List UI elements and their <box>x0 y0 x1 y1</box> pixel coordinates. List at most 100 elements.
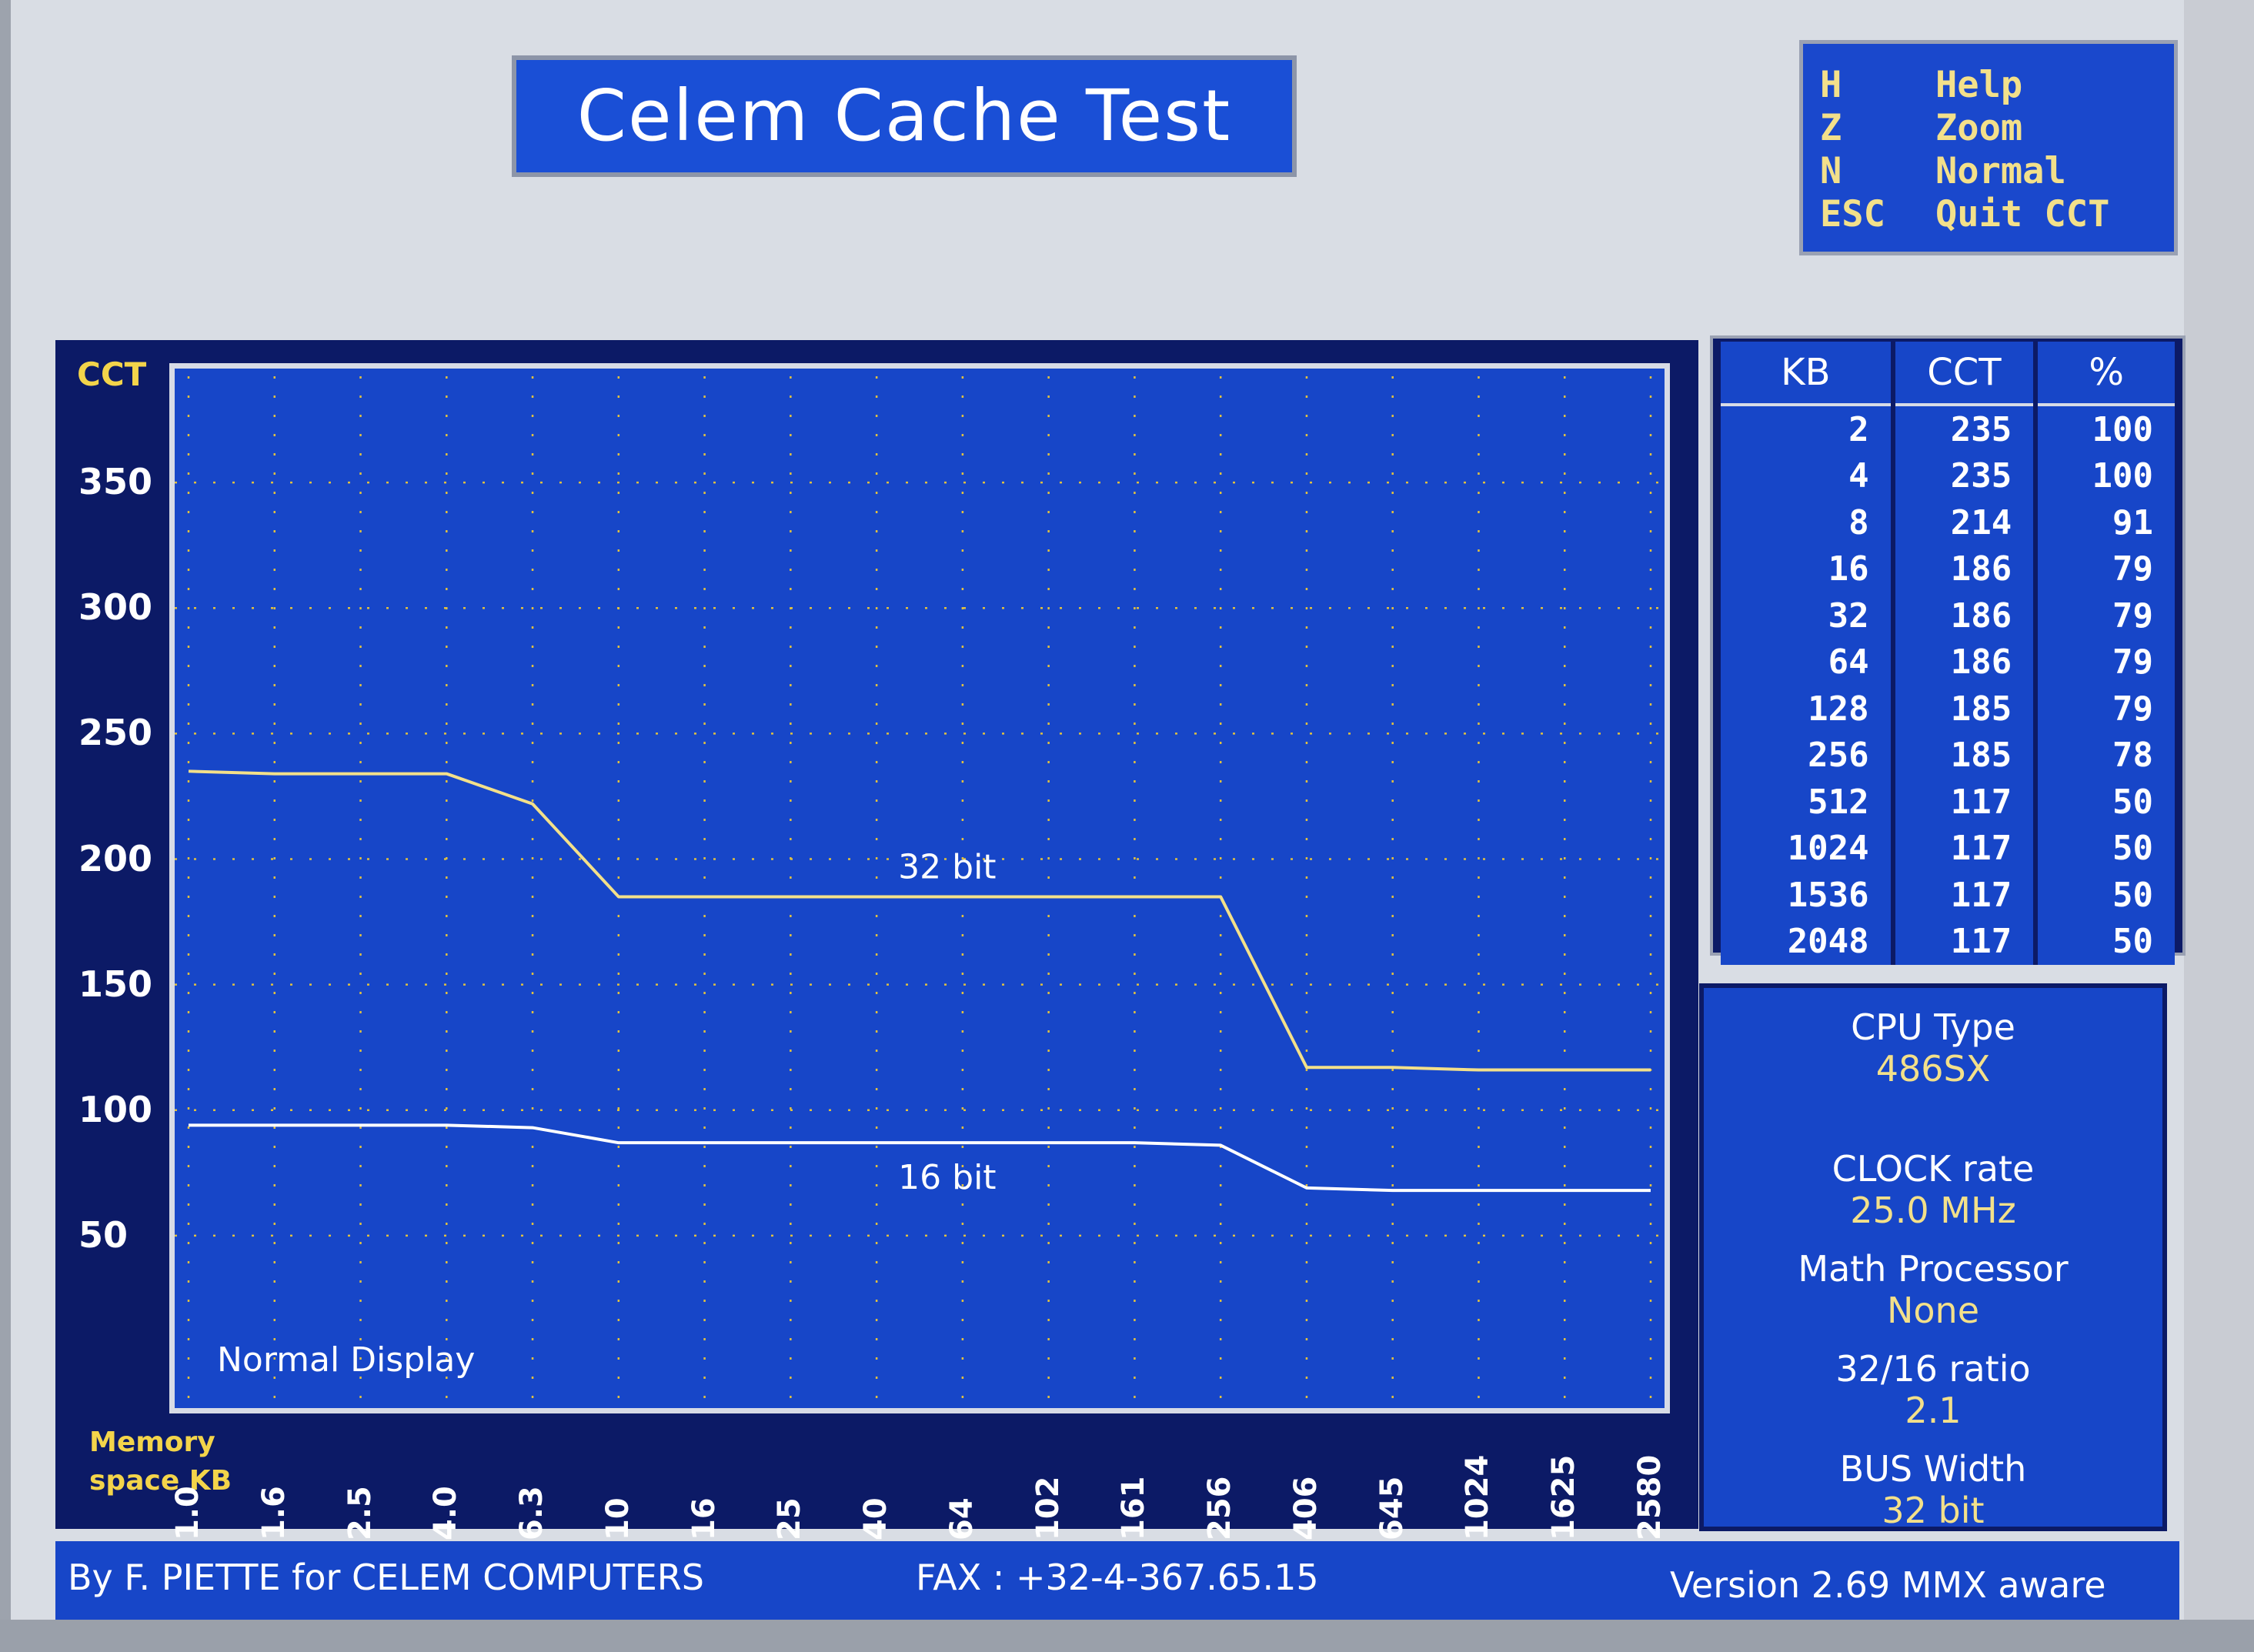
x-tick-label: 6.3 <box>514 1486 550 1540</box>
column-header-kb: KB <box>1721 342 1893 406</box>
cell-percent: 50 <box>2033 872 2175 919</box>
cell-percent: 100 <box>2033 405 2175 453</box>
x-tick-label: 1.6 <box>255 1486 292 1540</box>
math-processor-value: None <box>1886 1290 1979 1331</box>
x-tick-label: 10 <box>599 1497 636 1540</box>
cell-cct: 117 <box>1890 825 2036 872</box>
cell-percent: 100 <box>2033 452 2175 499</box>
x-tick-label: 1024 <box>1460 1454 1496 1540</box>
key-label: H <box>1820 64 1842 106</box>
key-action: Normal <box>1935 150 2066 192</box>
math-processor-label: Math Processor <box>1798 1248 2069 1290</box>
cell-percent: 78 <box>2033 732 2175 779</box>
cell-kb: 2048 <box>1721 918 1893 965</box>
monitor-bezel-bottom <box>0 1620 2254 1652</box>
series-label: 32 bit <box>898 847 996 886</box>
clock-rate-label: CLOCK rate <box>1832 1148 2035 1190</box>
results-table: KB CCT % 2 235 100 4 235 100 8 214 91 16 186 79 32 18… <box>1721 342 2175 965</box>
x-tick-label: 256 <box>1202 1476 1238 1541</box>
clock-rate-block: CLOCK rate 25.0 MHz <box>1704 1148 2162 1231</box>
column-header-percent: % <box>2033 342 2175 406</box>
key-help-panel: H Help Z Zoom N Normal ESC Quit CCT <box>1799 40 2178 255</box>
display-mode-label: Normal Display <box>217 1340 476 1380</box>
x-axis-label: Memory space KB <box>89 1423 232 1500</box>
table-row: 1536 117 50 <box>1721 872 2175 919</box>
x-tick-label: 2580 <box>1632 1454 1668 1540</box>
table-header-row: KB CCT % <box>1721 342 2175 406</box>
cell-percent: 50 <box>2033 918 2175 965</box>
cell-cct: 235 <box>1890 405 2036 453</box>
cell-kb: 8 <box>1721 499 1893 546</box>
chart-panel: CCT 50 100 150 200 250 300 350 32 bit 16 bit No… <box>55 340 1698 1540</box>
y-tick-label: 250 <box>78 712 153 754</box>
plot-area: 32 bit 16 bit <box>169 363 1670 1413</box>
x-tick-label: 1.0 <box>170 1486 205 1540</box>
series-line-32bit <box>188 769 1651 1072</box>
cell-cct: 214 <box>1890 499 2036 546</box>
cpu-type-value: 486SX <box>1875 1048 1991 1090</box>
y-tick-label: 50 <box>78 1213 129 1256</box>
key-row-zoom[interactable]: Z Zoom <box>1820 107 2174 150</box>
series-line-16bit <box>189 1123 1651 1193</box>
x-tick-label: 25 <box>772 1497 808 1540</box>
cell-percent: 50 <box>2033 779 2175 826</box>
table-row: 1024 117 50 <box>1721 825 2175 872</box>
key-action: Quit CCT <box>1935 193 2110 235</box>
cell-kb: 512 <box>1721 779 1893 826</box>
x-tick-label: 406 <box>1287 1476 1324 1541</box>
cell-cct: 235 <box>1890 452 2036 499</box>
cell-percent: 91 <box>2033 499 2175 546</box>
system-info-panel: CPU Type 486SX CLOCK rate 25.0 MHz Math … <box>1699 983 2167 1531</box>
y-tick-label: 300 <box>78 586 153 629</box>
table-row: 32 186 79 <box>1721 592 2175 639</box>
cell-kb: 32 <box>1721 592 1893 639</box>
ratio-block: 32/16 ratio 2.1 <box>1704 1348 2162 1431</box>
cell-kb: 128 <box>1721 686 1893 733</box>
author-credit: By F. PIETTE for CELEM COMPUTERS <box>68 1557 704 1598</box>
cell-percent: 79 <box>2033 592 2175 639</box>
fax-number: FAX : +32-4-367.65.15 <box>916 1557 1319 1598</box>
table-body: 2 235 100 4 235 100 8 214 91 16 186 79 32 186 79 64 186 7… <box>1721 405 2175 965</box>
cpu-type-label: CPU Type <box>1851 1006 2015 1048</box>
cell-kb: 4 <box>1721 452 1893 499</box>
x-tick-label: 40 <box>858 1497 894 1540</box>
table-row: 512 117 50 <box>1721 779 2175 826</box>
cell-percent: 79 <box>2033 686 2175 733</box>
y-tick-label: 150 <box>78 963 153 1005</box>
results-table-panel: KB CCT % 2 235 100 4 235 100 8 214 91 16 186 79 32 18… <box>1710 335 2186 965</box>
version-label: Version 2.69 MMX aware <box>1670 1564 2106 1606</box>
y-tick-label: 100 <box>78 1088 153 1130</box>
key-row-help[interactable]: H Help <box>1820 64 2174 107</box>
ratio-value: 2.1 <box>1905 1390 1962 1431</box>
cell-kb: 1536 <box>1721 872 1893 919</box>
table-row: 64 186 79 <box>1721 639 2175 686</box>
bus-width-block: BUS Width 32 bit <box>1704 1448 2162 1531</box>
bus-width-value: 32 bit <box>1882 1490 1985 1531</box>
cell-kb: 1024 <box>1721 825 1893 872</box>
cell-kb: 2 <box>1721 405 1893 453</box>
monitor-bezel-right <box>2184 0 2254 1652</box>
x-tick-label: 4.0 <box>428 1486 464 1540</box>
x-tick-label: 2.5 <box>342 1486 378 1540</box>
monitor-bezel-left <box>0 0 11 1652</box>
x-tick-label: 1625 <box>1546 1454 1582 1540</box>
key-label: ESC <box>1820 193 1885 235</box>
y-tick-label: 350 <box>78 461 153 503</box>
cell-cct: 185 <box>1890 732 2036 779</box>
x-tick-label: 645 <box>1374 1476 1410 1541</box>
cell-kb: 64 <box>1721 639 1893 686</box>
key-action: Zoom <box>1935 107 2023 149</box>
key-row-normal[interactable]: N Normal <box>1820 150 2174 193</box>
x-axis-label-line2: space KB <box>89 1465 232 1497</box>
cell-cct: 117 <box>1890 779 2036 826</box>
cell-kb: 16 <box>1721 546 1893 592</box>
app-title: Celem Cache Test <box>512 55 1297 177</box>
table-row: 128 185 79 <box>1721 686 2175 733</box>
bus-width-label: BUS Width <box>1839 1448 2027 1490</box>
key-row-quit[interactable]: ESC Quit CCT <box>1820 193 2174 236</box>
cell-percent: 79 <box>2033 546 2175 592</box>
cell-kb: 256 <box>1721 732 1893 779</box>
cell-percent: 50 <box>2033 825 2175 872</box>
ratio-label: 32/16 ratio <box>1835 1348 2031 1390</box>
cell-cct: 117 <box>1890 872 2036 919</box>
